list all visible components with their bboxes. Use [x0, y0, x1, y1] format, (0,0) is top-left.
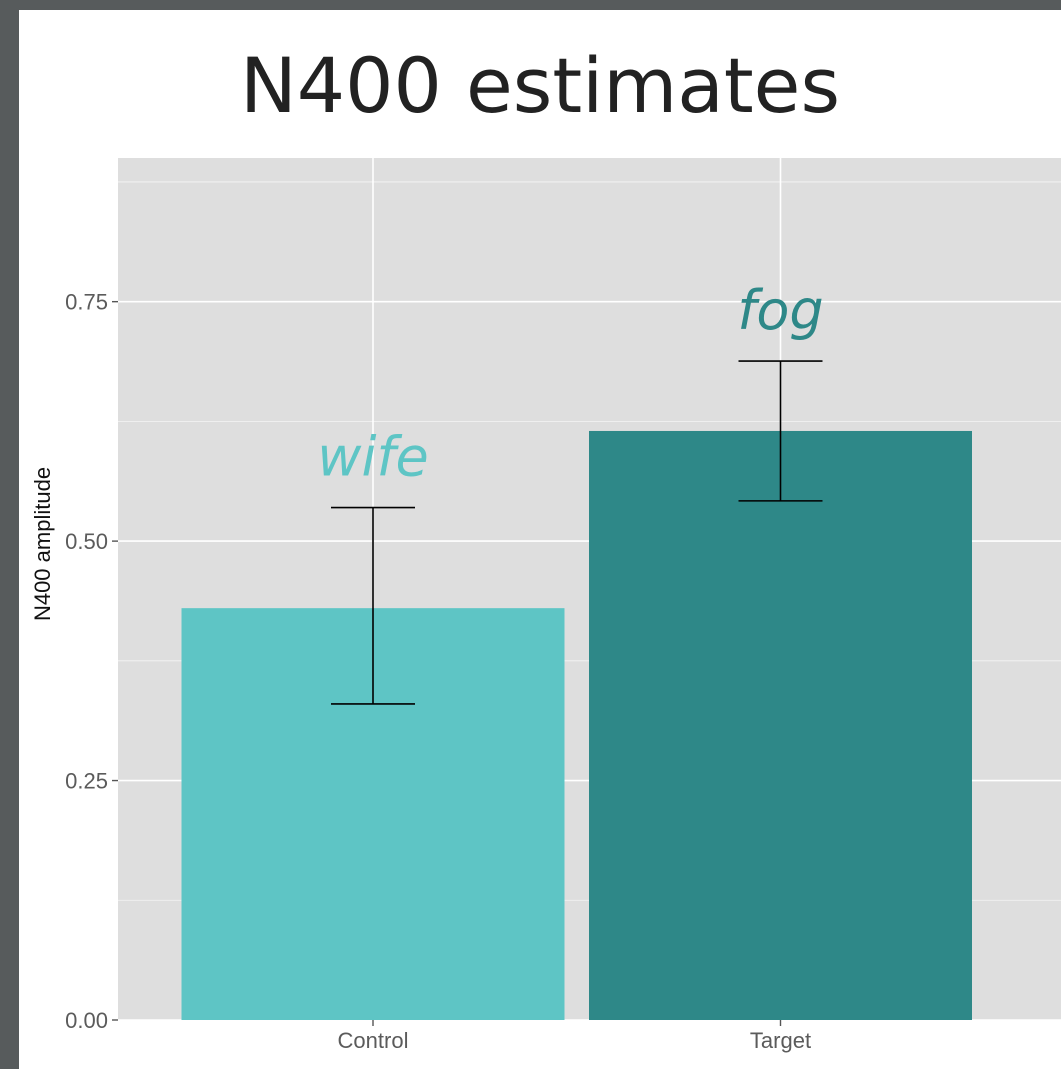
annotations: wife fog [317, 279, 823, 489]
bars [181, 430, 972, 1020]
y-tick-label: 0.75 [65, 290, 108, 315]
frame-border-top [0, 0, 1061, 10]
error-bar-control [331, 506, 415, 705]
y-axis: 0.00 0.25 0.50 0.75 [65, 290, 118, 1033]
x-tick-label: Control [338, 1028, 409, 1053]
chart-title: N400 estimates [239, 41, 841, 130]
bar-target [589, 430, 972, 1020]
frame-border-left [0, 0, 19, 1069]
annotation-wife: wife [317, 426, 428, 489]
x-tick-label: Target [750, 1028, 811, 1053]
x-axis: Control Target [338, 1020, 811, 1053]
y-tick-label: 0.25 [65, 769, 108, 794]
y-axis-label: N400 amplitude [30, 467, 55, 621]
error-bar-target [738, 360, 823, 502]
error-bars [331, 360, 823, 705]
annotation-fog: fog [737, 279, 823, 342]
y-tick-label: 0.50 [65, 529, 108, 554]
y-tick-label: 0.00 [65, 1008, 108, 1033]
